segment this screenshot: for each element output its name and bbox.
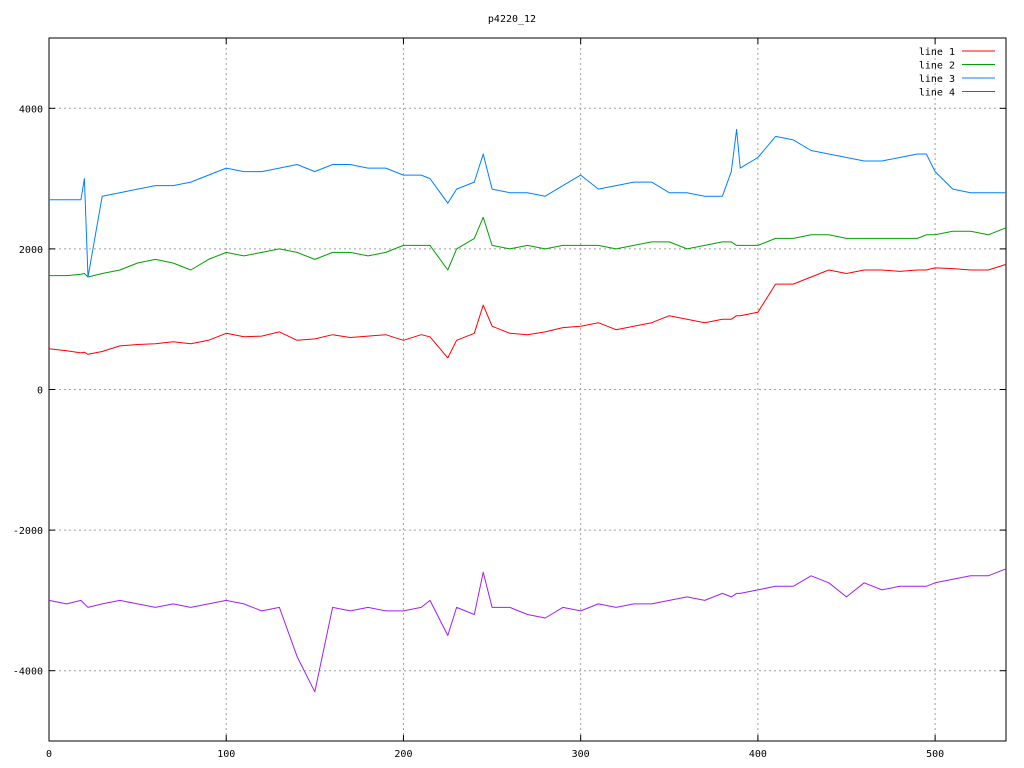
legend: line 1 line 2 line 3 line 4 xyxy=(919,47,995,99)
series-line-1 xyxy=(48,263,1007,359)
x-tick-label: 500 xyxy=(926,749,944,760)
x-tick-label: 100 xyxy=(217,749,235,760)
series-lines xyxy=(48,128,1007,693)
legend-label-2: line 2 xyxy=(919,61,955,72)
legend-label-4: line 4 xyxy=(919,88,955,99)
series-line-3 xyxy=(49,128,1006,278)
grid xyxy=(49,38,1006,741)
x-tick-label: 300 xyxy=(572,749,590,760)
y-tick-label: -4000 xyxy=(13,667,43,678)
chart-title: p4220_12 xyxy=(488,14,536,25)
x-tick-label: 400 xyxy=(749,749,767,760)
legend-label-1: line 1 xyxy=(919,47,955,58)
axis-ticks: 0 100 200 300 400 500 -4000 -2000 0 2000 4000 xyxy=(13,38,1006,760)
x-tick-label: 0 xyxy=(46,749,52,760)
y-tick-label: -2000 xyxy=(13,526,43,537)
legend-label-3: line 3 xyxy=(919,74,955,85)
x-tick-label: 200 xyxy=(394,749,412,760)
y-tick-label: 0 xyxy=(37,386,43,397)
series-line-4 xyxy=(48,568,1007,693)
y-tick-label: 2000 xyxy=(19,245,43,256)
plot-frame xyxy=(48,37,1007,742)
y-tick-label: 4000 xyxy=(19,104,43,115)
series-line-2 xyxy=(49,216,1007,278)
